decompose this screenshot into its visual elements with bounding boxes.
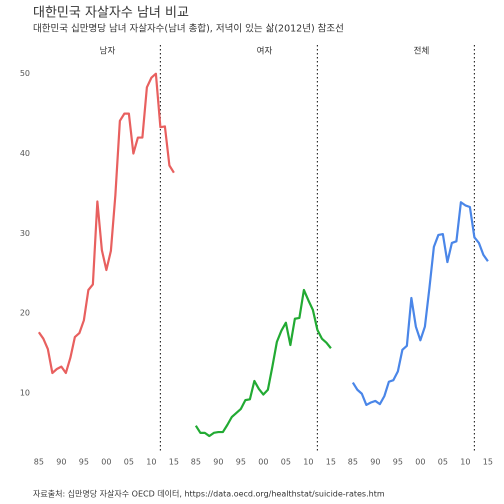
x-tick-label: 95 <box>79 458 89 467</box>
x-tick-label: 00 <box>415 458 425 467</box>
caption: 자료출처: 십만명당 자살자수 OECD 데이터, https://data.o… <box>33 489 385 499</box>
data-line <box>194 288 332 438</box>
x-tick-label: 10 <box>460 458 470 467</box>
y-tick-label: 30 <box>20 229 30 238</box>
x-tick-label: 05 <box>281 458 291 467</box>
y-tick-label: 20 <box>20 309 30 318</box>
x-tick-label: 85 <box>34 458 44 467</box>
x-tick-label: 90 <box>370 458 380 467</box>
x-tick-label: 05 <box>438 458 448 467</box>
y-tick-label: 10 <box>20 388 30 397</box>
x-tick-label: 10 <box>303 458 313 467</box>
facet-label: 여자 <box>257 46 273 57</box>
data-line <box>351 201 489 407</box>
x-tick-label: 15 <box>169 458 179 467</box>
x-tick-label: 10 <box>146 458 156 467</box>
x-tick-label: 00 <box>258 458 268 467</box>
chart-subtitle: 대한민국 십만명당 남녀 자살자수(남녀 총합), 저녁이 있는 삶(2012년… <box>33 23 344 35</box>
data-line <box>37 72 175 375</box>
x-tick-label: 90 <box>56 458 66 467</box>
x-tick-label: 00 <box>101 458 111 467</box>
facet-label: 남자 <box>100 47 116 57</box>
x-tick-label: 15 <box>483 458 493 467</box>
facet-label: 전체 <box>414 46 430 57</box>
x-tick-label: 95 <box>393 458 403 467</box>
x-tick-label: 95 <box>236 458 246 467</box>
x-tick-label: 85 <box>191 458 201 467</box>
x-tick-label: 05 <box>124 458 134 467</box>
x-tick-label: 90 <box>213 458 223 467</box>
y-tick-label: 50 <box>20 69 30 78</box>
x-tick-label: 15 <box>326 458 336 467</box>
chart-title: 대한민국 자살자수 남녀 비교 <box>33 6 189 21</box>
x-tick-label: 85 <box>348 458 358 467</box>
y-tick-label: 40 <box>20 149 30 158</box>
